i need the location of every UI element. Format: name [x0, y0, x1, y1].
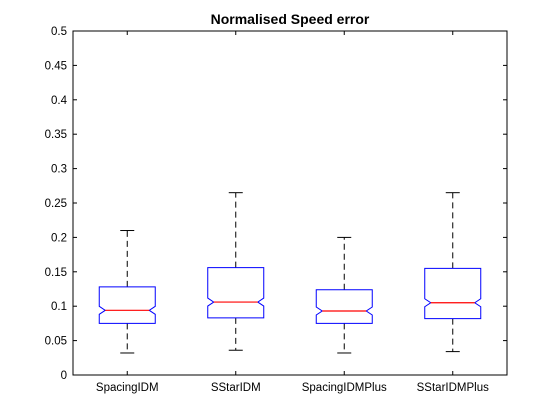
x-category-label: SpacingIDMPlus [302, 382, 387, 394]
box-body [207, 267, 265, 319]
x-category-label: SStarIDMPlus [417, 382, 489, 394]
box-body [98, 286, 156, 324]
x-category-label: SStarIDM [211, 382, 261, 394]
y-tick-label: 0.5 [51, 26, 67, 38]
y-tick-label: 0.3 [51, 164, 67, 176]
y-tick-label: 0.35 [45, 129, 67, 141]
box-4 [424, 192, 482, 353]
chart-title: Normalised Speed error [211, 11, 370, 27]
box-body [315, 289, 373, 324]
x-axis: SpacingIDM SStarIDM SpacingIDMPlus SStarIDM… [96, 31, 489, 394]
y-tick-label: 0.2 [51, 232, 67, 244]
boxes-group [98, 192, 482, 354]
x-category-label: SpacingIDM [96, 382, 159, 394]
box-body [424, 267, 482, 320]
plot-area [72, 30, 508, 376]
y-tick-label: 0 [61, 370, 67, 382]
box-3 [315, 236, 373, 354]
y-tick-label: 0.05 [45, 336, 67, 348]
y-axis: 0 0.05 0.1 0.15 0.2 0.25 0.3 0.35 0.4 0.45 0.5 [45, 26, 507, 382]
y-tick-label: 0.15 [45, 267, 67, 279]
y-tick-label: 0.45 [45, 60, 67, 72]
box-2 [207, 192, 265, 351]
y-tick-label: 0.4 [51, 95, 68, 107]
y-tick-label: 0.25 [45, 198, 67, 210]
box-1 [98, 230, 156, 354]
y-tick-label: 0.1 [51, 301, 67, 313]
